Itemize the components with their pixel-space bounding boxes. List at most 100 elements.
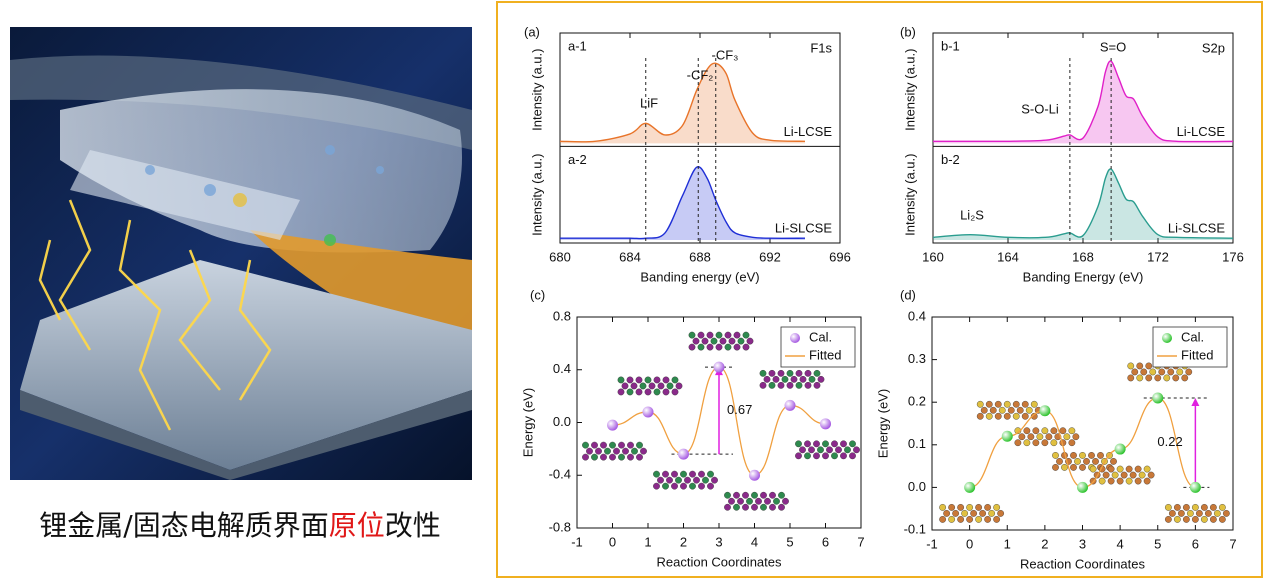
atom bbox=[1134, 477, 1142, 485]
atom bbox=[849, 452, 856, 460]
x-tick-label: -1 bbox=[571, 534, 583, 549]
legend-label: Fitted bbox=[809, 347, 842, 362]
barrier-label: 0.67 bbox=[727, 402, 752, 417]
atom bbox=[710, 337, 718, 345]
atom bbox=[1204, 510, 1212, 517]
atom bbox=[804, 452, 811, 460]
atom bbox=[1012, 412, 1020, 420]
data-point bbox=[964, 481, 976, 493]
atom bbox=[666, 382, 674, 390]
x-tick-label: 6 bbox=[1192, 536, 1199, 551]
subpanel-label: b-1 bbox=[941, 38, 960, 53]
atom bbox=[582, 453, 589, 461]
structure-inset bbox=[795, 440, 860, 460]
atom bbox=[1045, 433, 1053, 441]
data-point bbox=[678, 448, 689, 460]
atom bbox=[724, 331, 732, 339]
data-point bbox=[1152, 392, 1164, 404]
atom bbox=[724, 491, 731, 499]
peak-area bbox=[560, 166, 805, 240]
atom bbox=[692, 337, 700, 345]
atom bbox=[813, 369, 821, 377]
atom bbox=[693, 476, 700, 484]
atom bbox=[961, 510, 969, 517]
atom bbox=[773, 497, 780, 505]
subpanel-label: a-1 bbox=[568, 38, 587, 53]
peak-annotation: Li₂S bbox=[960, 207, 984, 222]
atom bbox=[781, 375, 789, 383]
atom bbox=[822, 440, 829, 448]
atom bbox=[939, 516, 947, 523]
atom bbox=[976, 412, 984, 420]
atom bbox=[975, 516, 983, 523]
peak-annotation: -CF₃ bbox=[712, 47, 739, 62]
atom bbox=[952, 510, 960, 517]
atom bbox=[666, 476, 673, 484]
structure-inset bbox=[1089, 465, 1155, 485]
x-tick-label: 680 bbox=[549, 249, 571, 264]
y-tick-label: 0.3 bbox=[908, 351, 926, 366]
atom bbox=[1098, 477, 1106, 485]
atom bbox=[1059, 427, 1067, 435]
y-axis-label: Intensity (a.u.) bbox=[529, 49, 544, 131]
data-point bbox=[1001, 430, 1013, 442]
atom bbox=[1120, 471, 1128, 479]
atom bbox=[948, 516, 956, 523]
atom bbox=[621, 382, 629, 390]
sample-label: Li-LCSE bbox=[1177, 124, 1226, 139]
x-tick-label: 176 bbox=[1222, 249, 1244, 264]
atom bbox=[1158, 368, 1166, 376]
atom bbox=[1164, 503, 1172, 511]
atom bbox=[826, 446, 833, 454]
atom bbox=[707, 482, 714, 490]
atom bbox=[759, 381, 767, 389]
atom bbox=[1063, 433, 1071, 441]
atom bbox=[778, 503, 785, 511]
atom bbox=[979, 510, 987, 517]
atom bbox=[1041, 439, 1049, 447]
atom bbox=[1172, 374, 1180, 382]
atom bbox=[1176, 368, 1184, 376]
atom bbox=[831, 452, 838, 460]
y-tick-label: 0.2 bbox=[908, 394, 926, 409]
atom bbox=[1143, 477, 1151, 485]
atom bbox=[622, 447, 629, 455]
atom bbox=[1079, 451, 1086, 459]
y-tick-label: -0.1 bbox=[904, 521, 926, 536]
atom bbox=[688, 343, 696, 351]
atom bbox=[662, 470, 669, 478]
atom bbox=[849, 440, 856, 448]
atom bbox=[1222, 510, 1230, 517]
y-axis-label: Energy (eV) bbox=[520, 388, 535, 457]
x-tick-label: 4 bbox=[1117, 536, 1124, 551]
atom bbox=[1030, 412, 1038, 420]
sample-label: Li-SLCSE bbox=[775, 220, 832, 235]
atom bbox=[737, 497, 744, 505]
atom bbox=[1032, 439, 1040, 447]
atom bbox=[671, 482, 678, 490]
atom bbox=[1025, 406, 1033, 414]
atom bbox=[591, 441, 598, 449]
atom bbox=[733, 331, 741, 339]
data-point bbox=[1189, 481, 1201, 493]
atom bbox=[636, 453, 643, 461]
data-point bbox=[642, 406, 654, 418]
atom bbox=[657, 476, 664, 484]
structure-inset bbox=[582, 441, 647, 461]
atom bbox=[1092, 457, 1099, 465]
atom bbox=[706, 343, 714, 351]
atom bbox=[966, 503, 974, 511]
atom bbox=[1014, 439, 1022, 447]
atom bbox=[813, 381, 821, 389]
y-axis-label: Intensity (a.u.) bbox=[902, 154, 917, 236]
core-level: S2p bbox=[1202, 40, 1225, 55]
atom bbox=[1052, 451, 1059, 459]
atom bbox=[795, 381, 803, 389]
atom bbox=[707, 470, 714, 478]
atom bbox=[653, 376, 661, 384]
atom bbox=[777, 369, 785, 377]
subpanel-label: b-2 bbox=[941, 152, 960, 167]
atom bbox=[985, 400, 993, 408]
atom bbox=[635, 376, 643, 384]
atom bbox=[817, 446, 824, 454]
